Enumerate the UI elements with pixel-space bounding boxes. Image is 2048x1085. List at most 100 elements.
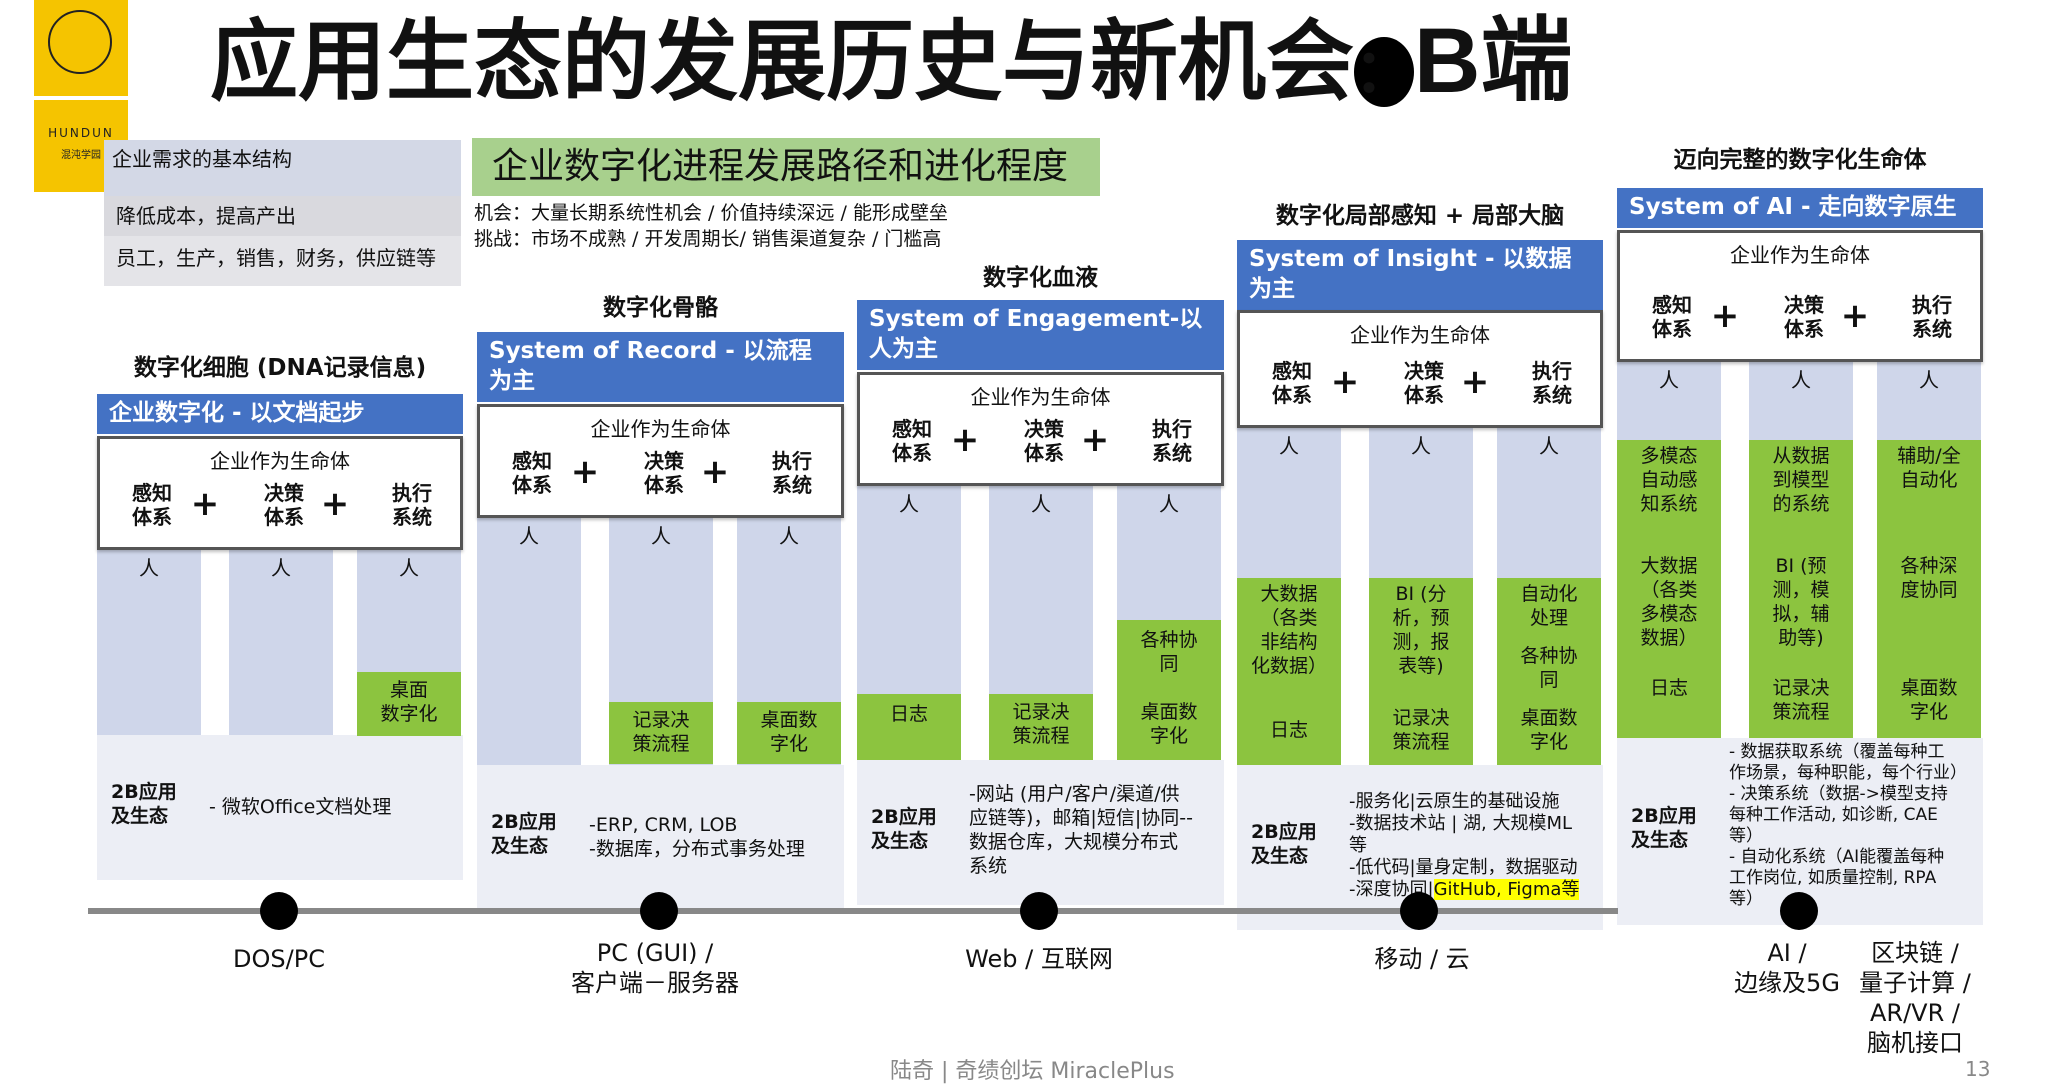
system-bar: System of Engagement-以人为主 (857, 300, 1224, 370)
green-cell: 大数据 （各类 非结构 化数据） 日志 (1237, 578, 1341, 765)
era-label: AI / 边缘及5G (1734, 939, 1840, 997)
timeline-dot (1780, 892, 1818, 930)
timeline-dot (1020, 892, 1058, 930)
plus-sign: + (1330, 362, 1360, 402)
eco-line: -深度协同|GitHub, Figma等 (1349, 879, 1599, 901)
green-cell: 各种协 同桌面数 字化 (1117, 620, 1221, 760)
decision-system: 决策 体系 (1784, 293, 1824, 341)
plus-sign: + (570, 452, 600, 492)
eco-label: 2B应用 及生态 (1631, 804, 1697, 851)
eco-text: -ERP, CRM, LOB -数据库，分布式事务处理 (589, 814, 805, 860)
column-1: 数字化细胞 (DNA记录信息) 企业数字化 - 以文档起步人 人 人 企业作为生命体 感知… (97, 0, 463, 1080)
green-cell: BI (分 析，预 测，报 表等) 记录决 策流程 (1369, 578, 1473, 765)
org-lifeform-box: 企业作为生命体感知 体系 + 决策 体系 + 执行 系统 (1237, 310, 1603, 428)
cell-text: 记录决 策流程 (1392, 707, 1450, 753)
cell-text: 辅助/全 自动化 (1897, 445, 1961, 491)
sense-system: 感知 体系 (1272, 359, 1312, 407)
column-label: 数字化细胞 (DNA记录信息) (133, 355, 427, 381)
eco-line: -数据技术站 | 湖, 大规模ML (1349, 813, 1573, 834)
logo-divider (34, 96, 128, 100)
cell-text: 桌面数 字化 (1140, 701, 1198, 747)
decision-system: 决策 体系 (264, 481, 304, 529)
cell-text: 桌面数 字化 (1520, 707, 1578, 753)
column-label: 迈向完整的数字化生命体 (1673, 147, 1927, 173)
person-label: 人 (1539, 434, 1559, 458)
timeline-dot (640, 892, 678, 930)
eco-line: -服务化|云原生的基础设施 (1349, 791, 1560, 812)
needs-line-2: 员工，生产，销售，财务，供应链等 (104, 236, 461, 286)
process-notes: 机会：大量长期系统性机会 / 价值持续深远 / 能形成壁垒 挑战：市场不成熟 /… (474, 200, 948, 252)
execution-system: 执行 系统 (1152, 417, 1192, 465)
eco-text: -服务化|云原生的基础设施 -数据技术站 | 湖, 大规模ML 等 -低代码|量身定制… (1349, 791, 1599, 901)
green-cell: 从数据 到模型 的系统 BI (预 测，模 拟，辅 助等) 记录决 策流程 (1749, 440, 1853, 738)
cell-text: 记录决 策流程 (1772, 677, 1830, 723)
decision-system: 决策 体系 (1024, 417, 1064, 465)
ecosystem-box: 2B应用 及生态 -ERP, CRM, LOB -数据库，分布式事务处理 (477, 765, 844, 910)
cell-text: 大数据 （各类 多模态 数据） (1640, 555, 1698, 649)
eco-label: 2B应用 及生态 (1251, 820, 1317, 867)
needs-line-1: 降低成本，提高产出 (104, 196, 461, 236)
era-label: PC (GUI) / 客户端－服务器 (571, 939, 739, 997)
green-cell: 记录决 策流程 (989, 694, 1093, 760)
org-title: 企业作为生命体 (1350, 323, 1490, 347)
eco-label: 2B应用 及生态 (491, 810, 557, 857)
org-lifeform-box: 企业作为生命体 感知 体系 + 决策 体系 + 执行 系统 (1617, 230, 1983, 362)
cell-text: 日志 (1649, 677, 1688, 699)
pillar-1: 人 (477, 512, 581, 765)
ecosystem-box: 2B应用 及生态 -网站 (用户/客户/渠道/供 应链等)，邮箱|短信|协同-- … (857, 760, 1224, 905)
system-bar: 企业数字化 - 以文档起步 (97, 394, 463, 434)
column-5: 迈向完整的数字化生命体 System of AI - 走向数字原生人 人 人 企业作为生… (1617, 0, 1983, 1080)
sense-system: 感知 体系 (1652, 293, 1692, 341)
cell-text: 从数据 到模型 的系统 (1772, 445, 1830, 515)
green-cell: 记录决 策流程 (609, 702, 713, 764)
timeline-dot (260, 892, 298, 930)
person-label: 人 (1659, 368, 1679, 392)
eco-text: -网站 (用户/客户/渠道/供 应链等)，邮箱|短信|协同-- 数据仓库，大规模… (969, 783, 1193, 877)
cell-text: BI (预 测，模 拟，辅 助等) (1772, 555, 1830, 649)
plus-sign: + (950, 420, 980, 460)
eco-highlight: GitHub, Figma等 (1433, 879, 1580, 900)
cell-text: BI (分 析，预 测，报 表等) (1392, 583, 1450, 677)
page-title: 应用生态的发展历史与新机会：B端 (210, 6, 1572, 127)
process-banner: 企业数字化进程发展路径和进化程度 (472, 138, 1100, 196)
person-label: 人 (651, 524, 671, 548)
person-label: 人 (139, 556, 159, 580)
eco-line: 等 (1349, 835, 1367, 856)
org-lifeform-box: 企业作为生命体 感知 体系 + 决策 体系 + 执行 系统 (857, 372, 1224, 486)
cell-text: 桌面数 字化 (760, 709, 818, 755)
decision-system: 决策 体系 (644, 449, 684, 497)
person-label: 人 (1791, 368, 1811, 392)
cell-text: 桌面数 字化 (1900, 677, 1958, 723)
pillar-2: 人 (229, 544, 333, 735)
pillar-1: 人 (97, 544, 201, 735)
execution-system: 执行 系统 (1532, 359, 1572, 407)
eco-label: 2B应用 及生态 (111, 780, 177, 827)
person-label: 人 (899, 492, 919, 516)
sense-system: 感知 体系 (892, 417, 932, 465)
challenge-note: 挑战：市场不成熟 / 开发周期长/ 销售渠道复杂 / 门槛高 (474, 228, 942, 250)
green-cell: 辅助/全 自动化 各种深 度协同 桌面数 字化 (1877, 440, 1981, 738)
person-label: 人 (1411, 434, 1431, 458)
green-cell: 日志 (857, 694, 961, 760)
green-cell: 桌面 数字化 (357, 672, 461, 736)
org-title: 企业作为生命体 (590, 417, 731, 441)
column-label: 数字化局部感知 + 局部大脑 (1275, 203, 1565, 229)
person-label: 人 (1279, 434, 1299, 458)
plus-sign: + (1460, 362, 1490, 402)
era-label: Web / 互联网 (965, 945, 1113, 973)
eco-line: -低代码|量身定制，数据驱动 (1349, 857, 1578, 878)
cell-text: 各种深 度协同 (1900, 555, 1958, 601)
timeline-axis (88, 908, 1618, 914)
plus-sign: + (190, 484, 220, 524)
person-label: 人 (519, 524, 539, 548)
cell-text: 大数据 （各类 非结构 化数据） (1250, 583, 1327, 677)
eco-text: - 微软Office文档处理 (209, 796, 392, 818)
cell-text: 记录决 策流程 (1012, 701, 1070, 747)
plus-sign: + (1080, 420, 1110, 460)
title-suffix: B端 (1414, 10, 1573, 112)
system-bar: System of Insight - 以数据为主 (1237, 240, 1603, 310)
timeline-dot (1400, 892, 1438, 930)
person-label: 人 (399, 556, 419, 580)
decision-system: 决策 体系 (1404, 359, 1444, 407)
execution-system: 执行 系统 (772, 449, 812, 497)
